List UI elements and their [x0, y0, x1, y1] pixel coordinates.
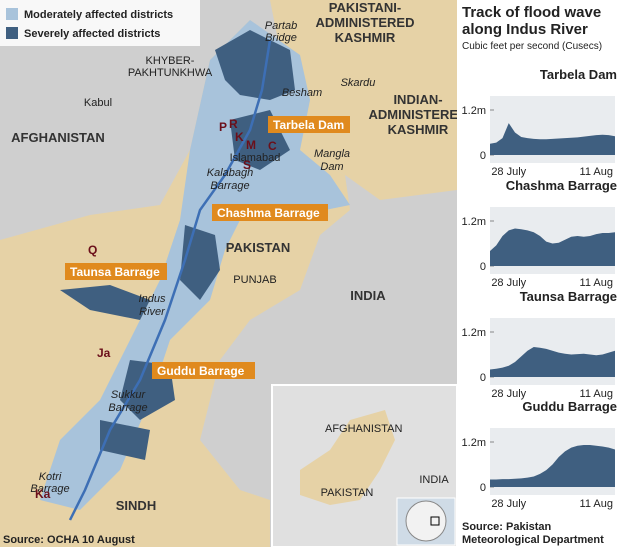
globe: [405, 500, 447, 542]
x-tick-label: 28 July: [491, 388, 526, 400]
map-label: Barrage: [30, 483, 69, 495]
barrage-label: Taunsa Barrage: [70, 265, 160, 279]
map-label: KASHMIR: [335, 30, 396, 45]
map-label: PUNJAB: [233, 274, 276, 286]
chart-title: Chashma Barrage: [506, 178, 617, 193]
place: K: [235, 130, 244, 144]
x-tick-label: 28 July: [491, 277, 526, 289]
place: Ja: [97, 346, 111, 360]
panel-source: Meteorological Department: [462, 534, 604, 546]
indus-river: [68, 39, 272, 521]
map-label: INDIA: [350, 288, 386, 303]
panel-source: Source: Pakistan: [462, 521, 552, 533]
legend-label: Moderately affected districts: [24, 9, 173, 21]
legend-swatch: [6, 8, 18, 20]
map-label: Indus: [139, 293, 166, 305]
panel-title: along Indus River: [462, 21, 588, 38]
y-tick-label: 1.2m: [462, 437, 486, 449]
y-tick-label: 0: [480, 482, 486, 494]
legend-bg: [0, 0, 200, 46]
inset-pakistan: [300, 410, 395, 505]
map-label: Islamabad: [230, 152, 281, 164]
place: S: [243, 158, 251, 172]
barrage-box: [152, 362, 255, 379]
place: C: [268, 139, 277, 153]
inset-label: PAKISTAN: [321, 487, 374, 499]
legend-swatch: [6, 27, 18, 39]
place: Q: [88, 243, 97, 257]
map-label: PAKISTANI-: [329, 0, 401, 15]
y-tick-label: 1.2m: [462, 327, 486, 339]
barrage-label: Guddu Barrage: [157, 364, 245, 378]
flow-area: [490, 123, 615, 155]
place: P: [219, 120, 227, 134]
map-label: Kalabagh: [207, 167, 254, 179]
inset-label: AFGHANISTAN: [325, 423, 402, 435]
place: M: [246, 138, 256, 152]
map-label: Partab: [265, 20, 297, 32]
y-tick-label: 1.2m: [462, 216, 486, 228]
map-label: ADMINISTERED: [316, 15, 415, 30]
map-label: KASHMIR: [388, 122, 449, 137]
flow-area: [490, 228, 615, 266]
map-label: Besham: [282, 87, 322, 99]
flow-area: [490, 445, 615, 487]
y-tick-label: 0: [480, 372, 486, 384]
place: R: [229, 117, 238, 131]
map-label: Kotri: [39, 471, 62, 483]
map-source: Source: OCHA 10 August: [3, 534, 135, 546]
map-label: Kabul: [84, 97, 112, 109]
x-tick-label: 11 Aug: [580, 498, 613, 510]
y-tick-label: 0: [480, 261, 486, 273]
barrage-box: [65, 263, 167, 280]
barrage-label: Tarbela Dam: [273, 118, 344, 132]
x-tick-label: 11 Aug: [580, 277, 613, 289]
map-label: INDIAN-: [393, 92, 442, 107]
panel-title: Track of flood wave: [462, 4, 601, 21]
chart-title: Tarbela Dam: [540, 67, 617, 82]
map-label: SINDH: [116, 498, 156, 513]
map-label: AFGHANISTAN: [11, 130, 105, 145]
map-label: Mangla: [314, 148, 350, 160]
map-label: PAKHTUNKHWA: [128, 67, 213, 79]
map-label: Sukkur: [111, 389, 147, 401]
inset-label: INDIA: [419, 474, 449, 486]
map-label: Dam: [320, 161, 343, 173]
kashmir: [270, 0, 457, 200]
x-tick-label: 11 Aug: [580, 388, 613, 400]
map-label: ADMINISTERED: [369, 107, 468, 122]
barrage-box: [268, 116, 350, 133]
x-tick-label: 28 July: [491, 166, 526, 178]
barrage-label: Chashma Barrage: [217, 206, 320, 220]
map-label: Barrage: [210, 180, 249, 192]
place: Ka: [35, 487, 51, 501]
severe-area: [60, 30, 295, 460]
legend-label: Severely affected districts: [24, 28, 160, 40]
map-label: Skardu: [341, 77, 376, 89]
x-tick-label: 11 Aug: [580, 166, 613, 178]
map-label: PAKISTAN: [226, 240, 291, 255]
panel-subtitle: Cubic feet per second (Cusecs): [462, 41, 602, 52]
chart-title: Taunsa Barrage: [520, 289, 617, 304]
map-label: KHYBER-: [146, 55, 195, 67]
globe-marker: [430, 516, 440, 526]
map-label: Bridge: [265, 32, 297, 44]
y-tick-label: 0: [480, 150, 486, 162]
chart-title: Guddu Barrage: [522, 399, 617, 414]
y-tick-label: 1.2m: [462, 105, 486, 117]
map-label: River: [139, 306, 166, 318]
x-tick-label: 28 July: [491, 498, 526, 510]
map-label: Barrage: [108, 402, 147, 414]
flow-area: [490, 347, 615, 377]
barrage-box: [212, 204, 328, 221]
